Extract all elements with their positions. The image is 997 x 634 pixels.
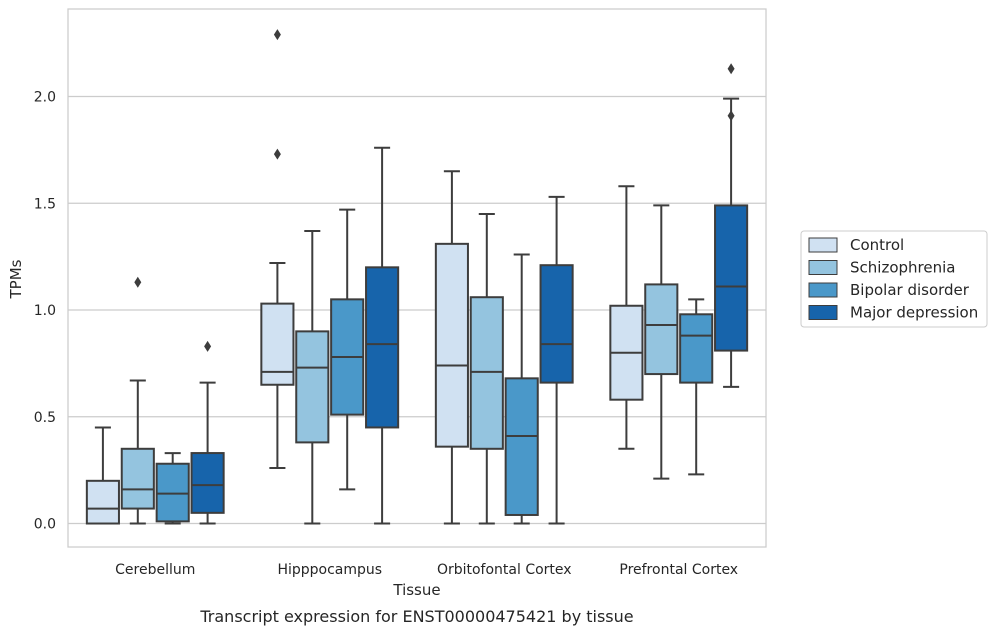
legend-label: Schizophrenia (850, 259, 955, 277)
x-tick-labels: Cerebellum Hipppocampus Orbitofontal Corte… (115, 562, 738, 578)
box-0-2 (155, 452, 190, 525)
box-body (295, 330, 330, 444)
box-1-3 (365, 146, 400, 525)
y-axis-label: TPMs (7, 259, 25, 299)
box-3-3 (714, 63, 749, 388)
legend: Control Schizophrenia Bipolar disorder Majo… (800, 230, 988, 328)
box-body (434, 242, 469, 448)
box-body (679, 313, 714, 384)
chart-caption: Transcript expression for ENST0000047542… (199, 607, 633, 626)
legend-swatch (808, 260, 838, 275)
box-0-0 (85, 426, 120, 525)
boxes (85, 29, 749, 525)
box-3-1 (644, 204, 679, 480)
x-tick-label: Cerebellum (115, 562, 195, 578)
legend-swatch (808, 305, 838, 320)
legend-label: Control (850, 236, 904, 254)
box-body (644, 283, 679, 376)
x-tick-label: Hipppocampus (277, 562, 382, 578)
x-tick-label: Prefrontal Cortex (619, 562, 738, 578)
box-body (504, 377, 539, 516)
legend-label: Bipolar disorder (850, 281, 970, 299)
box-3-2 (679, 298, 714, 476)
box-2-3 (539, 195, 574, 525)
box-body (120, 447, 155, 510)
y-tick-label: 0.0 (34, 517, 56, 533)
y-tick-label: 1.0 (34, 303, 56, 319)
box-body (365, 266, 400, 429)
box-2-1 (469, 212, 504, 525)
y-tick-label: 2.0 (34, 90, 56, 106)
y-tick-label: 1.5 (34, 196, 56, 212)
box-0-1 (120, 276, 155, 525)
box-body (85, 479, 120, 525)
box-body (539, 264, 574, 384)
plot-frame (67, 8, 767, 548)
box-body (190, 452, 225, 514)
box-0-3 (190, 340, 225, 525)
outlier-point (134, 276, 142, 288)
box-body (714, 204, 749, 352)
y-tick-label: 0.5 (34, 410, 56, 426)
legend-swatch (808, 237, 838, 253)
grid-lines (68, 95, 766, 525)
box-1-2 (330, 208, 365, 491)
outlier-point (727, 63, 735, 75)
legend-swatch (808, 282, 838, 298)
outlier-point (204, 340, 212, 352)
box-body (155, 462, 190, 523)
legend-frame (800, 230, 988, 328)
box-body (469, 296, 504, 450)
box-2-0 (434, 170, 469, 525)
x-axis-label: Tissue (392, 581, 440, 599)
y-tick-labels: 0.0 0.5 1.0 1.5 2.0 (34, 90, 56, 533)
outlier-point (273, 148, 281, 160)
box-1-0 (260, 29, 295, 470)
box-2-2 (504, 253, 539, 525)
x-tick-label: Orbitofontal Cortex (437, 562, 572, 578)
box-3-0 (609, 185, 644, 450)
legend-label: Major depression (850, 304, 978, 322)
outlier-point (727, 110, 735, 122)
outlier-point (273, 29, 281, 41)
box-1-1 (295, 230, 330, 525)
